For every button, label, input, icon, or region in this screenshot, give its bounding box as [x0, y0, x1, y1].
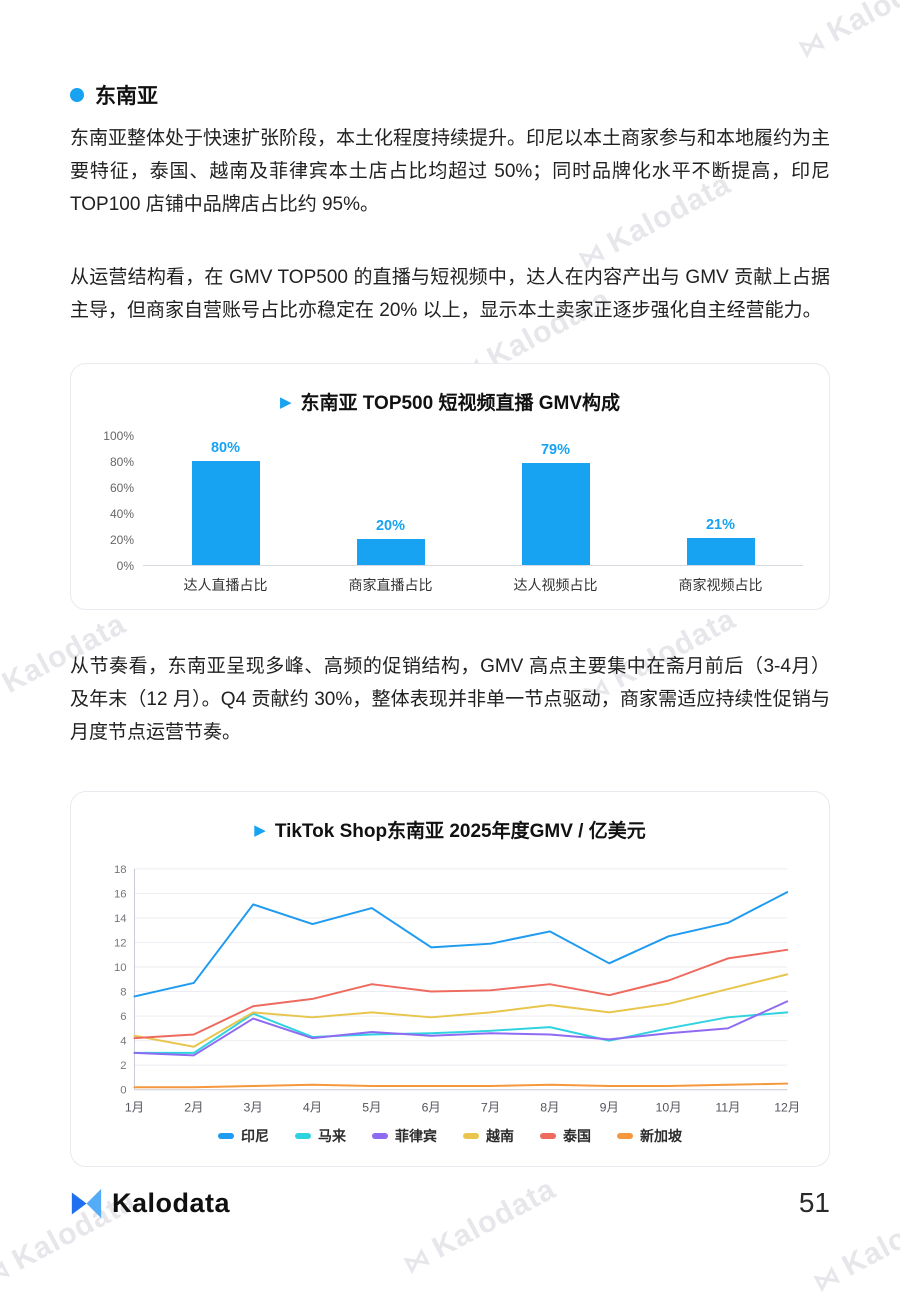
bar-ytick-label: 80% [109, 455, 134, 470]
legend-item[interactable]: 越南 [463, 1126, 514, 1146]
bar-category-label: 达人直播占比 [183, 577, 268, 594]
bar-chart[interactable]: 100% 80% 60% 40% 20% 0% 80% 20% 79% 21% [97, 429, 803, 573]
page-number: 51 [798, 1187, 830, 1219]
legend-marker-icon [463, 1132, 479, 1139]
line-chart-title-text: TikTok Shop东南亚 2025年度GMV / 亿美元 [274, 821, 646, 843]
brand-name: Kalodata [112, 1187, 231, 1218]
legend-label: 菲律宾 [395, 1127, 437, 1144]
line-chart-legend: 印尼 马来 菲律宾 越南 泰国 新加坡 [97, 1126, 803, 1146]
bar-chart-title-text: 东南亚 TOP500 短视频直播 GMV构成 [300, 393, 621, 415]
y-tick-label: 6 [120, 1011, 126, 1023]
legend-label: 泰国 [563, 1127, 591, 1144]
y-tick-label: 2 [120, 1060, 126, 1072]
x-tick-label: 11月 [715, 1101, 740, 1115]
legend-marker-icon [372, 1132, 388, 1139]
y-tick-label: 10 [114, 962, 127, 974]
bar-chart-plot[interactable]: 80% 20% 79% 21% [143, 436, 803, 567]
y-tick-label: 0 [120, 1085, 126, 1097]
play-icon: ▶ [279, 394, 292, 412]
play-icon: ▶ [254, 822, 266, 840]
x-tick-label: 6月 [422, 1101, 441, 1115]
legend-item[interactable]: 印尼 [218, 1126, 269, 1146]
bar-category-label: 商家直播占比 [348, 577, 433, 594]
x-tick-label: 5月 [362, 1101, 381, 1115]
kalodata-mark-icon: ⋈ [0, 1252, 16, 1292]
legend-label: 新加坡 [640, 1127, 682, 1144]
page-content: 东南亚 东南亚整体处于快速扩张阶段，本土化程度持续提升。印尼以本土商家参与和本地… [70, 80, 831, 1167]
bar-value-label: 20% [375, 518, 406, 535]
bar-ytick-label: 60% [109, 481, 134, 496]
line-series[interactable] [133, 1011, 789, 1055]
legend-item[interactable]: 泰国 [540, 1126, 591, 1146]
line-chart-card: ▶ TikTok Shop东南亚 2025年度GMV / 亿美元 0 2 4 6 8 10… [70, 791, 830, 1167]
legend-item[interactable]: 新加坡 [617, 1126, 682, 1146]
bar-chart-xlabels: 达人直播占比 商家直播占比 达人视频占比 商家视频占比 [143, 575, 803, 595]
kalodata-brand: Kalodata [70, 1187, 230, 1220]
bullet-icon [70, 88, 84, 102]
bar-group: 21% [686, 516, 755, 566]
bar-chart-yaxis: 100% 80% 60% 40% 20% 0% [97, 429, 143, 573]
x-tick-label: 9月 [600, 1101, 619, 1115]
legend-label: 印尼 [241, 1127, 269, 1144]
x-tick-label: 7月 [481, 1101, 500, 1115]
legend-marker-icon [218, 1132, 234, 1139]
bar-value-label: 80% [210, 440, 241, 457]
bar[interactable] [686, 537, 755, 566]
bar[interactable] [356, 539, 425, 566]
legend-marker-icon [295, 1132, 311, 1139]
legend-marker-icon [540, 1132, 556, 1139]
bar-chart-card: ▶ 东南亚 TOP500 短视频直播 GMV构成 100% 80% 60% 40% 20… [70, 363, 830, 611]
line-series[interactable] [133, 973, 789, 1049]
y-tick-label: 16 [114, 889, 127, 901]
page-footer: Kalodata 51 [0, 1187, 900, 1220]
bar-chart-title: ▶ 东南亚 TOP500 短视频直播 GMV构成 [97, 388, 803, 415]
paragraph-operations: 从运营结构看，在 GMV TOP500 的直播与短视频中，达人在内容产出与 GM… [70, 267, 830, 322]
bar-category-label: 达人视频占比 [513, 577, 598, 594]
y-tick-label: 18 [114, 864, 127, 876]
legend-label: 马来 [318, 1127, 346, 1144]
y-tick-label: 4 [120, 1036, 126, 1048]
bar-ytick-label: 20% [109, 533, 134, 548]
x-tick-label: 3月 [244, 1101, 263, 1115]
y-tick-label: 14 [114, 913, 127, 925]
line-chart[interactable]: 0 2 4 6 8 10 12 14 16 18 1月 2月 3月 4月 5月 6月 7月 8月 9月 10月 11月 1… [97, 857, 803, 1121]
bar-group: 80% [191, 440, 260, 566]
paragraph-rhythm: 从节奏看，东南亚呈现多峰、高频的促销结构，GMV 高点主要集中在斋月前后（3-4… [70, 656, 830, 744]
legend-item[interactable]: 菲律宾 [372, 1126, 437, 1146]
section-title: 东南亚 [95, 85, 158, 108]
x-tick-label: 4月 [303, 1101, 322, 1115]
bar-value-label: 79% [540, 441, 571, 458]
kalodata-mark-icon: ⋈ [397, 1240, 436, 1280]
x-tick-label: 8月 [540, 1101, 559, 1115]
legend-label: 越南 [486, 1127, 514, 1144]
line-series[interactable] [133, 1000, 789, 1057]
bar-ytick-label: 0% [116, 559, 134, 574]
legend-item[interactable]: 马来 [295, 1126, 346, 1146]
legend-marker-icon [617, 1132, 633, 1139]
kalodata-logo-icon [71, 1188, 102, 1218]
bar-ytick-label: 40% [109, 507, 134, 522]
x-tick-label: 2月 [184, 1101, 203, 1115]
bar[interactable] [521, 462, 590, 566]
section-heading: 东南亚 [70, 80, 830, 110]
bar-group: 20% [356, 518, 425, 566]
bar-group: 79% [521, 441, 590, 566]
line-series[interactable] [133, 1082, 789, 1089]
kalodata-mark-icon: ⋈ [807, 1258, 846, 1298]
bar[interactable] [191, 461, 260, 566]
line-series[interactable] [133, 891, 789, 998]
x-tick-label: 12月 [774, 1101, 800, 1115]
x-tick-label: 10月 [656, 1101, 682, 1115]
x-tick-label: 1月 [125, 1101, 144, 1115]
line-series[interactable] [133, 949, 789, 1040]
paragraph-overview: 东南亚整体处于快速扩张阶段，本土化程度持续提升。印尼以本土商家参与和本地履约为主… [70, 128, 831, 216]
y-tick-label: 8 [120, 987, 126, 999]
bar-category-label: 商家视频占比 [678, 577, 763, 594]
y-tick-label: 12 [114, 938, 127, 950]
bar-value-label: 21% [705, 516, 736, 533]
bar-ytick-label: 100% [103, 429, 134, 444]
line-chart-title: ▶ TikTok Shop东南亚 2025年度GMV / 亿美元 [97, 816, 803, 843]
